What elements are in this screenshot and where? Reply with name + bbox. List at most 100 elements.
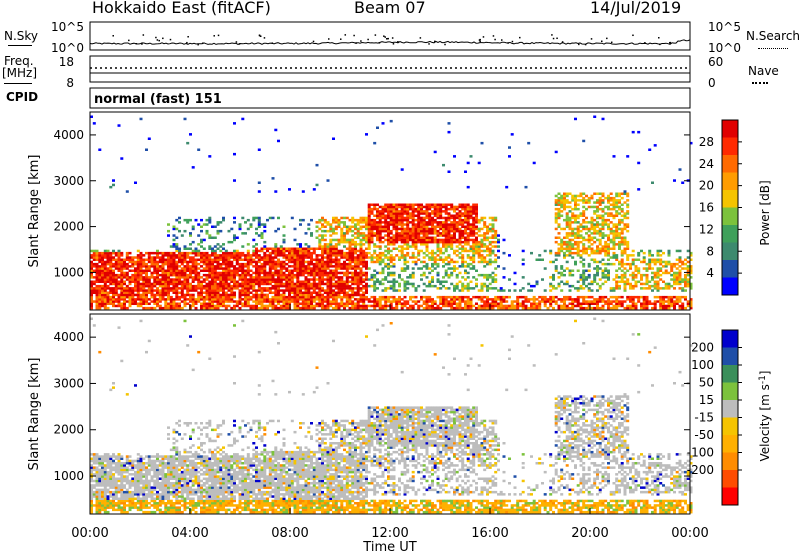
power-cell (538, 306, 542, 310)
power-cell (420, 240, 423, 244)
power-cell (186, 291, 190, 294)
power-cell (246, 300, 250, 303)
power-cell (488, 216, 492, 220)
power-cell (469, 234, 473, 237)
power-cell (376, 254, 379, 257)
power-cell (409, 236, 412, 239)
power-cell (428, 300, 432, 303)
power-cell (123, 295, 126, 299)
power-cell (587, 199, 591, 202)
power-cell (370, 218, 374, 222)
noise-search-point (658, 37, 660, 39)
power-cell (436, 240, 440, 244)
power-cell (365, 216, 368, 220)
power-cell (431, 276, 434, 279)
power-cell (488, 276, 492, 279)
power-cell (554, 295, 558, 299)
power-cell (255, 269, 258, 272)
power-cell (274, 254, 278, 257)
power-cell (447, 287, 451, 290)
power-cell (623, 201, 627, 204)
power-cell (469, 304, 473, 308)
power-cell (367, 247, 371, 250)
power-cell (95, 258, 99, 261)
power-cell (249, 304, 253, 308)
noise-search-point (328, 38, 330, 40)
power-cell (348, 218, 352, 222)
power-cell (337, 260, 341, 264)
power-cell (238, 269, 242, 272)
power-cell (202, 260, 206, 264)
power-cell (227, 304, 231, 308)
power-cell (230, 280, 234, 283)
power-cell (576, 300, 580, 303)
power-cell (103, 265, 107, 268)
power-cell (219, 267, 223, 270)
power-cell (95, 251, 99, 255)
power-cell (373, 245, 377, 248)
power-cell (345, 295, 349, 299)
power-cell (400, 298, 404, 301)
power-cell (301, 302, 305, 305)
power-cell (238, 254, 242, 257)
power-cell (623, 240, 627, 244)
power-cell (378, 245, 382, 248)
power-cell (117, 262, 121, 266)
power-cell (337, 218, 341, 222)
power-cell (293, 247, 297, 250)
power-cell (612, 262, 616, 266)
power-cell (354, 287, 357, 290)
power-cell (301, 282, 305, 286)
power-cell (354, 265, 357, 268)
power-cell (318, 243, 322, 246)
power-cell (332, 232, 335, 235)
power-cell (354, 262, 357, 266)
power-cell (125, 262, 129, 266)
power-cell (447, 203, 451, 206)
power-cell (376, 234, 379, 237)
power-cell (596, 225, 599, 228)
power-cell (354, 304, 357, 308)
power-cell (488, 229, 492, 233)
power-cell (186, 269, 190, 272)
power-cell (304, 306, 308, 310)
power-cell (615, 194, 619, 198)
power-cell (417, 267, 421, 270)
power-cell (172, 225, 176, 228)
power-cell (310, 295, 313, 299)
power-cell (587, 295, 591, 299)
power-cell (131, 260, 135, 264)
power-cell (552, 295, 555, 299)
power-cell (180, 293, 184, 297)
power-cell (120, 295, 124, 299)
power-cell (433, 225, 437, 228)
power-cell (156, 254, 159, 257)
power-cell (106, 271, 110, 275)
power-cell (351, 271, 355, 275)
power-cell (436, 214, 440, 217)
power-cell (356, 276, 360, 279)
power-cell (373, 234, 377, 237)
power-cell (197, 223, 201, 226)
power-cell (213, 258, 217, 261)
power-cell (414, 300, 418, 303)
power-cell (208, 221, 212, 224)
power-cell (277, 291, 280, 294)
power-cell (244, 276, 247, 279)
power-cell (392, 284, 396, 288)
power-cell (420, 225, 423, 228)
power-cell (90, 306, 93, 310)
power-cell (337, 291, 341, 294)
power-cell (411, 243, 415, 246)
power-cell (315, 183, 319, 187)
power-cell (128, 293, 132, 297)
power-cell (395, 210, 399, 213)
power-cell (607, 243, 610, 246)
power-cell (455, 295, 459, 299)
power-cell (123, 306, 126, 310)
power-cell (565, 221, 569, 224)
power-cell (626, 240, 630, 244)
power-cell (158, 289, 162, 292)
power-cell (439, 256, 443, 259)
power-cell (211, 278, 214, 281)
